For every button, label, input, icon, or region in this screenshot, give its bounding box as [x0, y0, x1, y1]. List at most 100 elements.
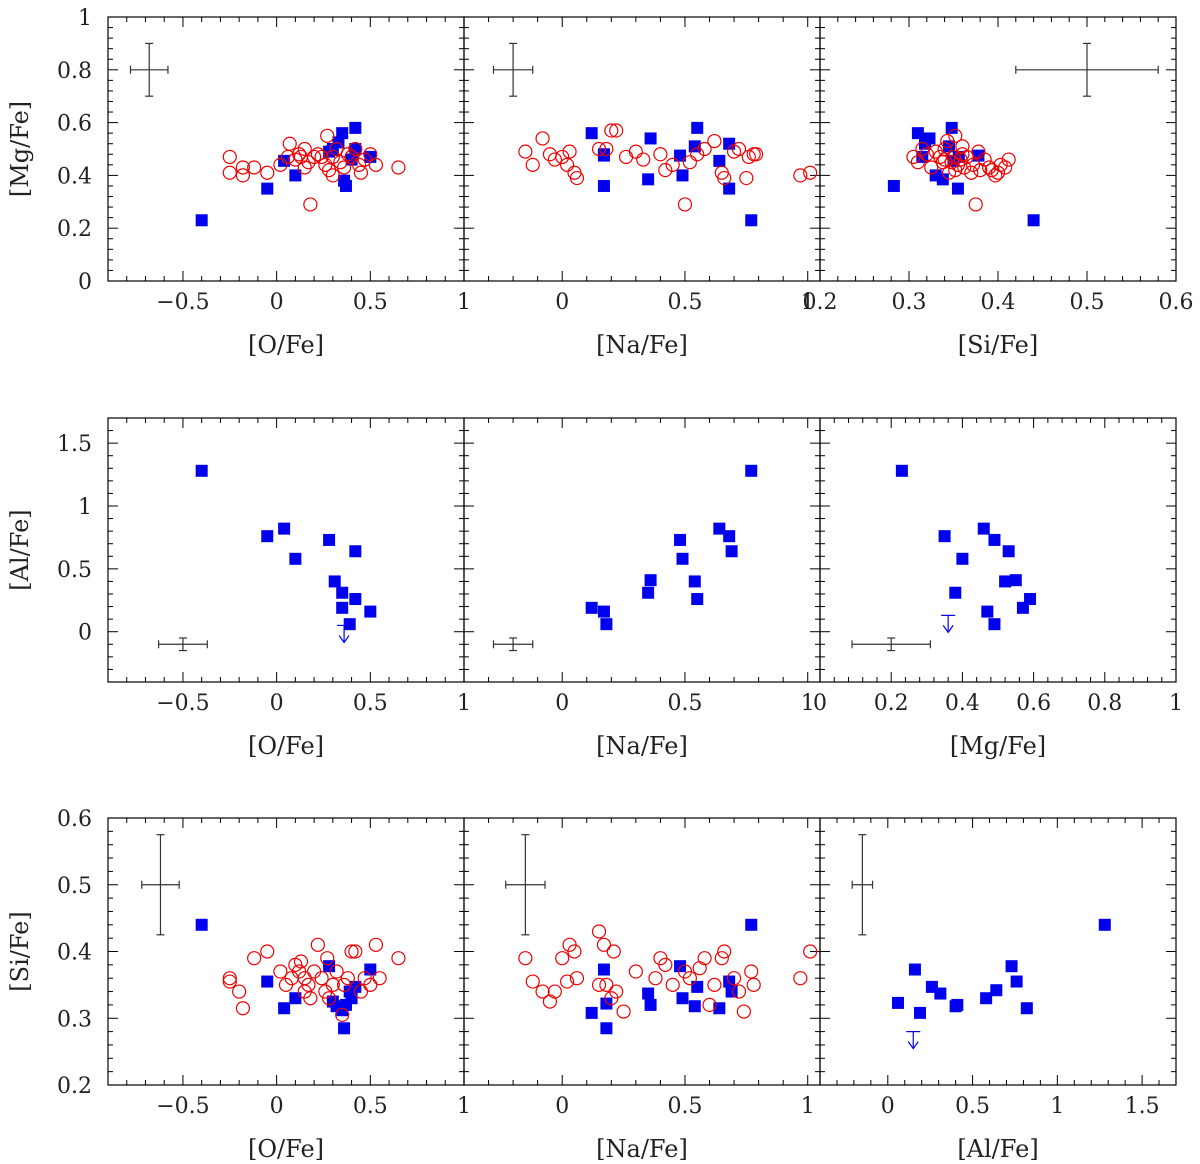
- filled-square-point: [688, 1000, 701, 1013]
- open-circle-point: [803, 944, 818, 959]
- open-circle-point: [297, 971, 312, 986]
- x-tick-label: 1: [1169, 691, 1183, 716]
- x-tick-label: 1: [801, 691, 815, 716]
- open-circle-point: [665, 157, 680, 172]
- panel-r3-mid: 0 0.5 1 [Na/Fe]: [463, 817, 821, 1163]
- open-circle-point: [731, 141, 747, 157]
- open-circle-point: [555, 149, 570, 165]
- x-tick-label: 0.2: [874, 691, 909, 716]
- filled-square-point: [674, 960, 687, 973]
- error-bar: [851, 637, 931, 652]
- x-tick-label: 0.5: [353, 290, 388, 315]
- y-tick-label: 0.5: [57, 558, 92, 583]
- filled-square-point: [349, 980, 362, 993]
- panel-frame: [463, 417, 821, 683]
- open-circle-point: [344, 149, 359, 165]
- open-circle-point: [535, 984, 550, 999]
- open-circle-point: [363, 977, 378, 992]
- open-circle-point: [599, 141, 614, 157]
- open-circle-point: [707, 977, 722, 992]
- error-bar: [157, 637, 208, 652]
- open-circle-point: [391, 160, 406, 175]
- panel-frame: [107, 817, 465, 1086]
- filled-square-point: [674, 533, 687, 546]
- open-circle-point: [682, 155, 697, 170]
- filled-square-point: [745, 918, 758, 931]
- open-circle-point: [628, 964, 643, 979]
- filled-square-point: [597, 605, 610, 618]
- open-circle-point: [919, 147, 934, 162]
- open-circle-point: [964, 165, 979, 180]
- open-circle-point: [714, 951, 729, 966]
- open-circle-point: [542, 994, 558, 1009]
- open-circle-point: [222, 974, 237, 989]
- panel-r1-right: 0.2 0.3 0.4 0.5 0.6 [Si/Fe]: [803, 16, 1194, 359]
- open-circle-point: [321, 991, 337, 1006]
- x-tick-label: 0.3: [892, 290, 927, 315]
- filled-square-point: [723, 530, 736, 543]
- open-circle-point: [744, 964, 759, 979]
- filled-square-point: [688, 575, 701, 588]
- error-bar: [851, 834, 874, 936]
- open-circle-point: [609, 123, 624, 138]
- open-circle-point: [569, 971, 585, 986]
- filled-square-point: [951, 182, 964, 195]
- filled-square-point: [988, 618, 1001, 631]
- data-points: [585, 464, 758, 631]
- x-tick-label: 0.5: [667, 1094, 702, 1119]
- open-circle-point: [555, 951, 570, 966]
- open-circle-point: [658, 957, 673, 972]
- open-circle-point: [222, 971, 237, 986]
- open-circle-point: [235, 160, 251, 175]
- filled-square-point: [349, 121, 362, 134]
- open-circle-point: [948, 128, 963, 143]
- upper-limit-arrow: [941, 614, 956, 634]
- y-tick-label: 0.6: [57, 807, 92, 832]
- y-tick-label: 1: [78, 6, 92, 31]
- x-axis-label: [Mg/Fe]: [950, 732, 1046, 760]
- open-circle-point: [906, 149, 921, 165]
- x-tick-label: −0.5: [156, 691, 209, 716]
- open-circle-point: [310, 147, 325, 162]
- open-circle-point: [325, 149, 340, 165]
- open-circle-point: [726, 971, 742, 986]
- error-bar: [505, 834, 546, 936]
- y-tick-label: 1.5: [57, 432, 92, 457]
- filled-square-point: [345, 992, 358, 1005]
- filled-square-point: [891, 996, 904, 1009]
- filled-square-point: [644, 132, 657, 145]
- x-axis-label: [Na/Fe]: [596, 732, 688, 760]
- upper-limit-arrow: [906, 1030, 921, 1050]
- panel-r2-left: −0.5 0 0.5 1 0 0.5 1 1.5 [O/Fe]: [57, 417, 471, 760]
- filled-square-point: [338, 1022, 351, 1035]
- open-circle-point: [336, 977, 352, 992]
- open-circle-point: [235, 168, 251, 183]
- open-circle-point: [353, 165, 369, 180]
- open-circle-point: [707, 133, 722, 149]
- open-circle-point: [746, 977, 761, 992]
- x-axis-label: [Al/Fe]: [957, 1135, 1038, 1163]
- x-axis-label: [Si/Fe]: [958, 331, 1038, 359]
- open-circle-point: [569, 170, 585, 186]
- open-circle-point: [937, 141, 952, 157]
- y-tick-label: 0.3: [57, 1007, 92, 1032]
- x-tick-label: 0: [813, 691, 827, 716]
- filled-square-point: [956, 552, 969, 565]
- open-circle-point: [731, 984, 747, 999]
- panel-frame: [819, 417, 1177, 683]
- filled-square-point: [328, 575, 341, 588]
- x-tick-label: 1: [801, 1094, 815, 1119]
- open-circle-point: [547, 152, 562, 167]
- open-circle-point: [924, 160, 939, 175]
- open-circle-point: [525, 974, 540, 989]
- panel-frame: [107, 417, 465, 683]
- open-circle-point: [648, 971, 663, 986]
- open-circle-point: [273, 157, 288, 172]
- error-bar: [492, 42, 534, 97]
- filled-square-point: [1005, 960, 1018, 973]
- open-circle-point: [697, 141, 712, 157]
- filled-square-point: [642, 987, 655, 1000]
- open-circle-point: [368, 937, 384, 952]
- open-circle-point: [518, 144, 533, 159]
- filled-square-point: [642, 586, 655, 599]
